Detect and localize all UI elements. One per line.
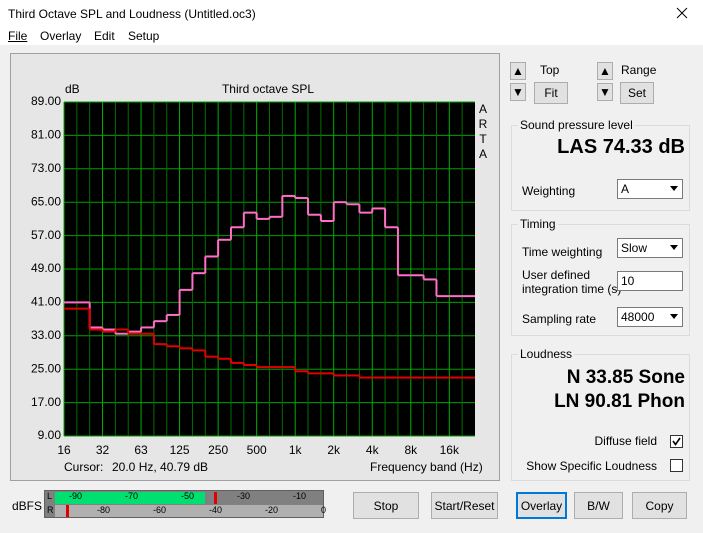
meter-track <box>55 505 323 517</box>
x-tick-label: 63 <box>134 443 148 457</box>
menu-item[interactable]: Setup <box>128 29 160 43</box>
cursor-label: Cursor: <box>64 460 103 474</box>
meter-tick-label: -30 <box>237 491 251 501</box>
y-tick-label: 41.00 <box>31 295 61 309</box>
x-tick-label: 250 <box>208 443 228 457</box>
group-label: Timing <box>518 217 558 231</box>
x-tick-label: 125 <box>170 443 190 457</box>
meter-tick-label: -20 <box>265 505 279 515</box>
checkbox[interactable] <box>670 435 683 448</box>
label: Time weighting <box>522 245 603 259</box>
menu-item[interactable]: Edit <box>94 29 115 43</box>
menu-bar: File Overlay Edit Setup <box>0 28 703 45</box>
meter-tick-label: -70 <box>125 491 139 501</box>
y-tick-label: 81.00 <box>31 128 61 142</box>
side-label: ARTA <box>476 102 490 162</box>
y-tick-label: 49.00 <box>31 261 61 275</box>
title-bar: Third Octave SPL and Loudness (Untitled.… <box>0 0 703 28</box>
button[interactable]: Overlay <box>516 492 567 519</box>
channel-label: R <box>47 505 54 515</box>
up-button[interactable]: ▲ <box>510 62 526 80</box>
meter-tick-label: -90 <box>69 491 83 501</box>
group-box: Sound pressure level LAS 74.33 dB Weight… <box>511 118 690 211</box>
group-label: Loudness <box>518 347 575 361</box>
y-tick-label: 25.00 <box>31 361 61 375</box>
label: User defined integration time (s) <box>522 268 622 296</box>
label: Range <box>621 63 657 77</box>
level-meter: L R -90 -70 -50 -30 -10 -80 -60 -40 -20 0 <box>44 490 327 518</box>
button[interactable]: Copy <box>632 492 687 519</box>
window-title: Third Octave SPL and Loudness (Untitled.… <box>8 7 256 21</box>
y-tick-label: 33.00 <box>31 328 61 342</box>
x-tick-label: 8k <box>404 443 418 457</box>
x-tick-label: 500 <box>247 443 267 457</box>
x-tick-label: 32 <box>96 443 110 457</box>
label: Sampling rate <box>522 312 597 326</box>
y-tick-label: 73.00 <box>31 161 61 175</box>
button[interactable]: Start/Reset <box>431 492 498 519</box>
sampling-combo[interactable]: 48000 <box>617 307 683 327</box>
group-box: Loudness N 33.85 Sone LN 90.81 Phon Diff… <box>511 347 690 481</box>
y-tick-label: 57.00 <box>31 228 61 242</box>
button[interactable]: B/W <box>574 492 623 519</box>
fit-button[interactable]: Fit <box>534 82 568 104</box>
peak-marker <box>66 505 69 517</box>
weighting-combo[interactable]: A <box>617 179 683 199</box>
x-tick-label: 1k <box>289 443 303 457</box>
x-tick-label: 16k <box>440 443 460 457</box>
y-tick-label: 9.00 <box>38 428 62 442</box>
meter-bar <box>55 492 205 504</box>
y-axis-label: dB <box>65 82 80 96</box>
meter-tick-label: 0 <box>321 505 327 515</box>
integration-input[interactable]: 10 <box>617 271 683 291</box>
x-axis-label: Frequency band (Hz) <box>370 460 483 474</box>
peak-marker <box>214 492 217 504</box>
down-button[interactable]: ▼ <box>510 83 526 101</box>
group-label: Sound pressure level <box>518 118 635 132</box>
menu-item[interactable]: Overlay <box>40 29 82 43</box>
group-box: Timing Time weighting Slow User defined … <box>511 217 690 336</box>
x-tick-label: 16 <box>57 443 71 457</box>
loudness-level-reading: LN 90.81 Phon <box>554 391 685 412</box>
meter-label: dBFS <box>12 499 43 513</box>
close-button[interactable] <box>676 7 688 19</box>
x-tick-label: 4k <box>366 443 380 457</box>
spl-reading: LAS 74.33 dB <box>557 136 685 158</box>
label: Diffuse field <box>594 434 657 448</box>
y-tick-label: 65.00 <box>31 194 61 208</box>
down-button[interactable]: ▼ <box>597 83 613 101</box>
label: Weighting <box>522 184 576 198</box>
meter-tick-label: -50 <box>181 491 195 501</box>
label: Top <box>540 63 560 77</box>
label: Show Specific Loudness <box>526 459 657 473</box>
check-mark <box>672 437 681 446</box>
chart-title: Third octave SPL <box>222 82 314 96</box>
y-tick-label: 89.00 <box>31 94 61 108</box>
checkbox[interactable] <box>670 459 683 472</box>
channel-label: L <box>47 491 53 501</box>
cursor-value: 20.0 Hz, 40.79 dB <box>112 460 208 474</box>
loudness-reading: N 33.85 Sone <box>566 367 685 388</box>
meter-tick-label: -40 <box>209 505 223 515</box>
time-weighting-combo[interactable]: Slow <box>617 238 683 258</box>
meter-tick-label: -80 <box>97 505 111 515</box>
y-tick-label: 17.00 <box>31 395 61 409</box>
meter-tick-label: -60 <box>153 505 167 515</box>
up-button[interactable]: ▲ <box>597 62 613 80</box>
button[interactable]: Stop <box>353 492 419 519</box>
meter-tick-label: -10 <box>293 491 307 501</box>
set-button[interactable]: Set <box>620 82 654 104</box>
x-tick-label: 2k <box>327 443 341 457</box>
menu-item[interactable]: File <box>8 29 28 43</box>
